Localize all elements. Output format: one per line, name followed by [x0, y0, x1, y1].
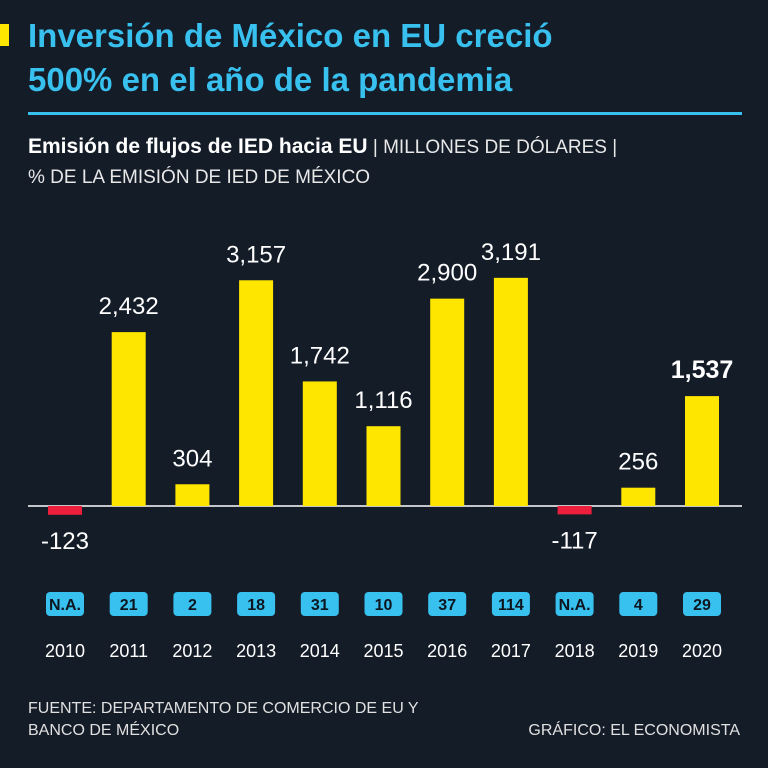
credit-note: GRÁFICO: EL ECONOMISTA	[528, 722, 740, 739]
bar-2010	[48, 506, 82, 515]
share-badge-label-2017: 114	[498, 597, 524, 614]
share-badge-label-2015: 10	[375, 597, 393, 614]
title-line-1: Inversión de México en EU creció	[28, 17, 553, 54]
bar-value-label-2019: 256	[618, 449, 658, 476]
share-badge-label-2013: 18	[247, 597, 265, 614]
share-badge-2011	[109, 592, 148, 616]
share-badge-label-2010: N.A.	[49, 597, 81, 614]
chart-subtitle: Emisión de flujos de IED hacia EU | MILL…	[28, 132, 748, 193]
bar-chart: -123 N.A. 2010 2,432 21 2011 304 2 2012 3,157 18 20…	[28, 239, 742, 661]
bar-value-label-2020: 1,537	[671, 356, 734, 384]
share-badge-2013	[237, 592, 276, 616]
share-badge-label-2016: 37	[438, 597, 456, 614]
share-badge-label-2018: N.A.	[559, 597, 591, 614]
bar-value-label-2012: 304	[172, 445, 212, 472]
year-tick-2019: 2019	[618, 641, 658, 661]
share-badge-2014	[300, 592, 339, 616]
year-tick-2015: 2015	[363, 641, 403, 661]
bar-value-label-2018: -117	[551, 527, 597, 554]
share-badge-label-2020: 29	[693, 597, 711, 614]
share-badge-2016	[428, 592, 467, 616]
bar-2016	[430, 298, 465, 506]
bar-2013	[239, 280, 274, 506]
bar-2014	[302, 381, 337, 506]
share-badge-2012	[173, 592, 212, 616]
bar-2011	[111, 332, 146, 506]
bar-value-label-2014: 1,742	[290, 342, 350, 369]
title-line-2: 500% en el año de la pandemia	[28, 61, 513, 98]
share-badge-2010	[46, 592, 84, 616]
share-badge-2019	[619, 592, 658, 616]
bar-value-label-2010: -123	[41, 528, 89, 555]
year-tick-2020: 2020	[682, 641, 722, 661]
bar-2019	[621, 487, 656, 506]
bar-value-label-2015: 1,116	[354, 387, 412, 414]
share-badge-label-2011: 21	[120, 597, 138, 614]
year-tick-2010: 2010	[45, 641, 85, 661]
accent-bar	[0, 24, 9, 46]
year-tick-2018: 2018	[555, 641, 595, 661]
bar-value-label-2013: 3,157	[226, 241, 286, 268]
share-badge-label-2012: 2	[188, 597, 197, 614]
share-badge-2020	[683, 592, 721, 616]
source-line-2: BANCO DE MÉXICO	[28, 722, 180, 739]
share-badge-2018	[555, 592, 594, 616]
bar-2018	[557, 506, 592, 515]
subtitle-bold: Emisión de flujos de IED hacia EU	[28, 135, 368, 158]
subtitle-unit: | MILLONES DE DÓLARES |	[367, 137, 618, 158]
bar-value-label-2017: 3,191	[481, 239, 541, 266]
bar-value-label-2016: 2,900	[417, 260, 477, 287]
chart-title: Inversión de México en EU creció 500% en…	[28, 14, 748, 102]
share-badge-label-2019: 4	[634, 597, 643, 614]
bar-2012	[175, 484, 210, 506]
subtitle-line-2: % DE LA EMISIÓN DE IED DE MÉXICO	[28, 167, 371, 188]
share-badge-2015	[364, 592, 403, 616]
title-rule	[28, 112, 742, 115]
share-badge-label-2014: 31	[311, 597, 329, 614]
bar-value-label-2011: 2,432	[99, 293, 159, 320]
year-tick-2014: 2014	[300, 641, 340, 661]
year-tick-2011: 2011	[109, 641, 148, 661]
bar-2015	[366, 426, 401, 506]
bar-2017	[493, 277, 528, 506]
year-tick-2016: 2016	[427, 641, 467, 661]
year-tick-2012: 2012	[172, 641, 212, 661]
share-badge-2017	[491, 592, 530, 616]
source-line-1: FUENTE: DEPARTAMENTO DE COMERCIO DE EU Y	[28, 700, 419, 717]
source-note: FUENTE: DEPARTAMENTO DE COMERCIO DE EU Y…	[28, 698, 448, 742]
bar-2020	[685, 396, 719, 506]
year-tick-2013: 2013	[236, 641, 276, 661]
year-tick-2017: 2017	[491, 641, 531, 661]
